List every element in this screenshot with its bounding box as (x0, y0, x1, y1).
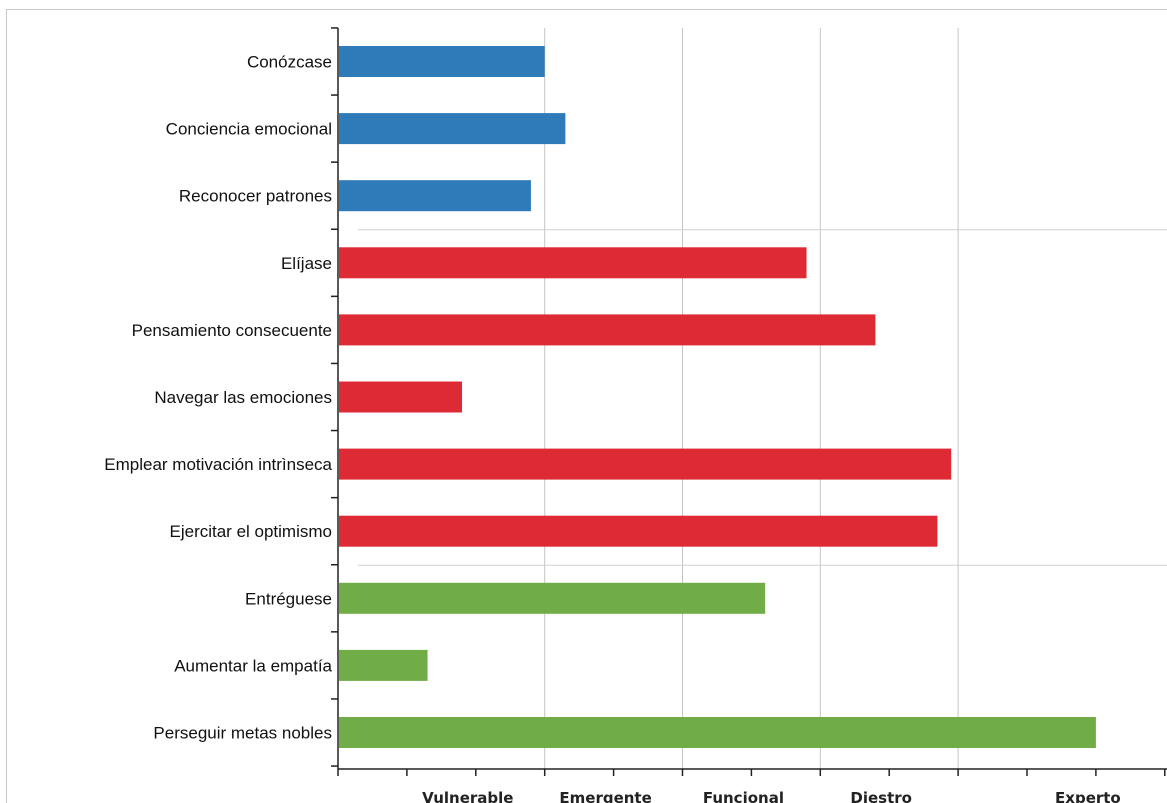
category-label: Conózcase (247, 53, 332, 72)
category-label: Emplear motivación intrìnseca (104, 455, 332, 474)
bar (339, 448, 952, 480)
bar (339, 515, 938, 547)
category-label: Navegar las emociones (154, 388, 332, 407)
bar (339, 649, 428, 681)
category-label: Perseguir metas nobles (153, 724, 332, 743)
axes (331, 27, 1167, 776)
bar (339, 247, 807, 279)
x-tick-label: Emergente (559, 789, 651, 803)
bar (339, 717, 1096, 748)
x-tick-label: Experto (1055, 789, 1121, 803)
bars (339, 46, 1096, 748)
bar (339, 582, 766, 614)
x-tick-label: Diestro (850, 789, 912, 803)
category-label: Reconocer patrones (179, 187, 332, 206)
category-label: Conciencia emocional (166, 120, 332, 139)
category-labels: Conózcase Conciencia emocional Reconocer p… (104, 53, 332, 743)
tick-labels: Vulnerable Emergente Funcional Diestro Exper… (422, 789, 1121, 803)
bar (339, 113, 566, 145)
group-separators (358, 229, 1167, 566)
gridlines (544, 28, 959, 769)
chart-frame (6, 9, 1167, 803)
bar (339, 46, 545, 77)
category-label: Aumentar la empatía (174, 656, 332, 675)
category-label: Entréguese (245, 589, 332, 608)
x-tick-label: Vulnerable (422, 789, 513, 803)
category-label: Pensamiento consecuente (132, 321, 332, 340)
x-tick-label: Funcional (703, 789, 784, 803)
bar (339, 180, 531, 212)
category-label: Ejercitar el optimismo (170, 522, 333, 541)
bar (339, 314, 876, 346)
category-label: Elíjase (281, 254, 332, 273)
bar (339, 381, 463, 413)
